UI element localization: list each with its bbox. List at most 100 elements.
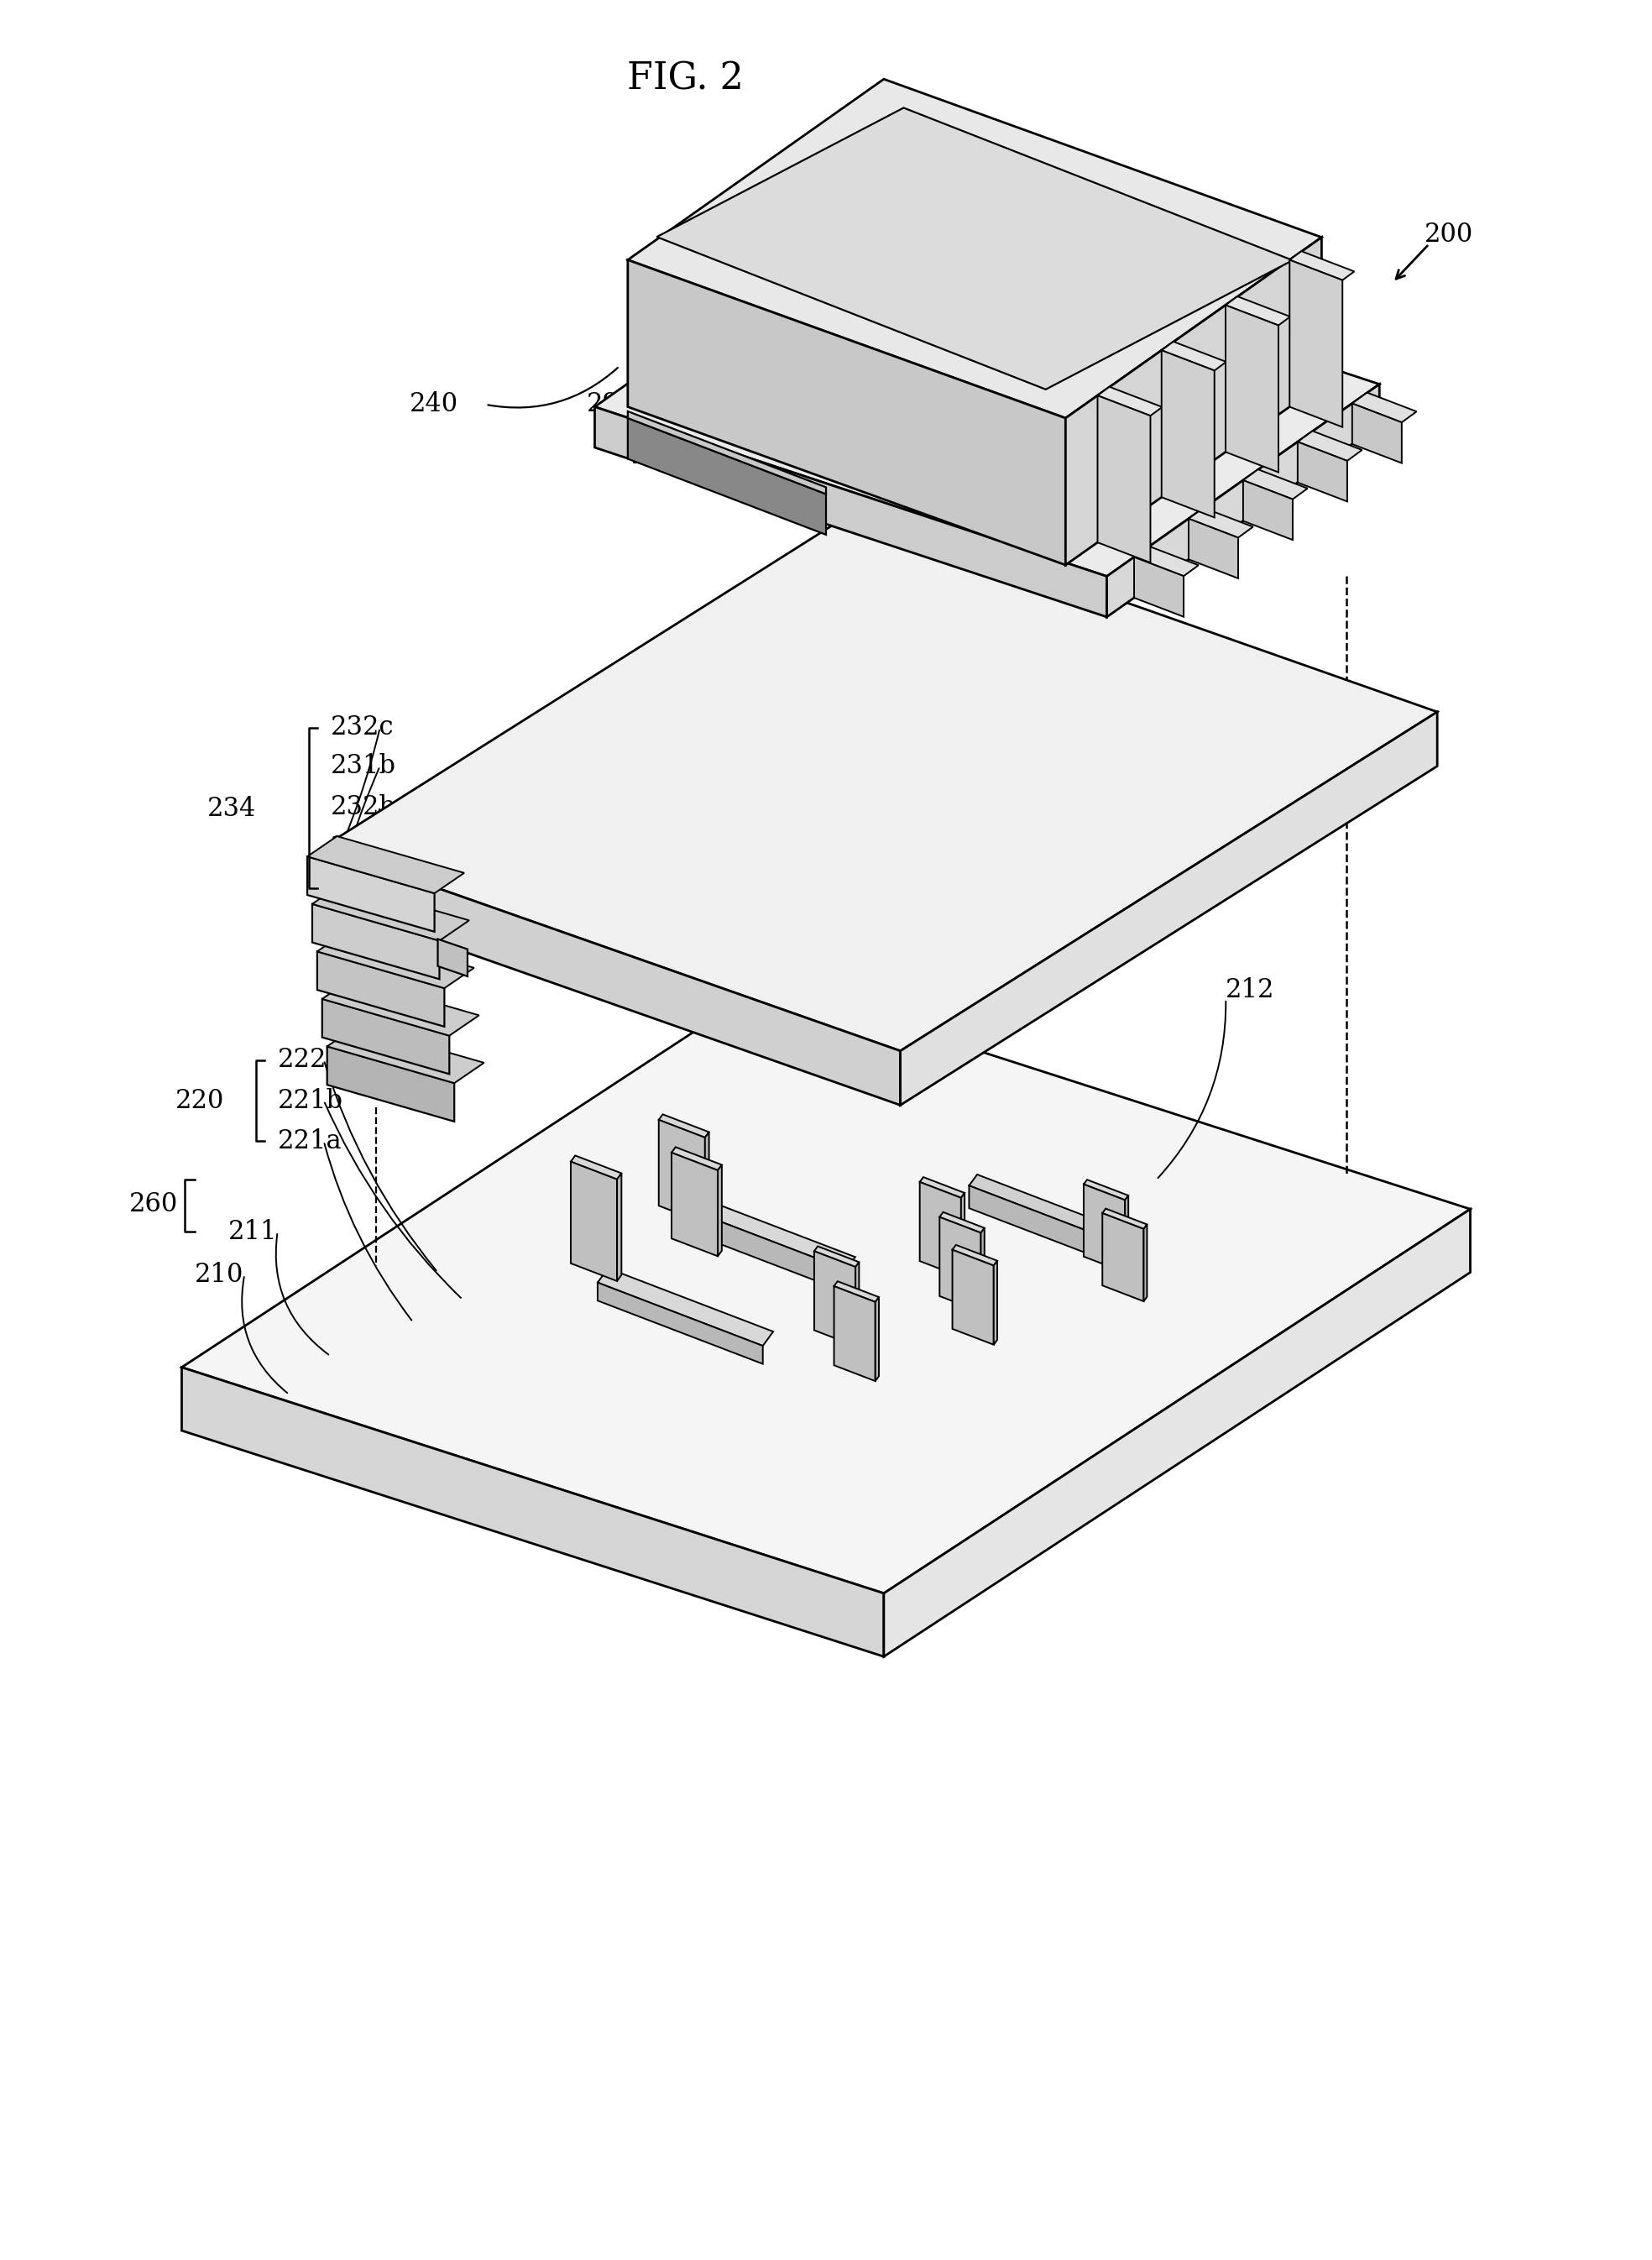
- Polygon shape: [628, 418, 826, 536]
- Polygon shape: [940, 1216, 981, 1311]
- Polygon shape: [322, 999, 449, 1074]
- Polygon shape: [1107, 384, 1379, 617]
- Polygon shape: [1125, 1196, 1128, 1272]
- Polygon shape: [814, 1245, 859, 1268]
- Polygon shape: [327, 1026, 484, 1083]
- Polygon shape: [1351, 393, 1417, 423]
- Text: 221b: 221b: [278, 1087, 344, 1114]
- Polygon shape: [1161, 341, 1226, 371]
- Polygon shape: [572, 1162, 618, 1281]
- Polygon shape: [719, 1164, 722, 1257]
- Text: 270: 270: [686, 355, 735, 382]
- Text: 242: 242: [631, 443, 681, 470]
- Polygon shape: [876, 1297, 879, 1381]
- Polygon shape: [1189, 520, 1239, 579]
- Text: 212: 212: [1226, 976, 1275, 1003]
- Polygon shape: [618, 1173, 621, 1281]
- Polygon shape: [970, 1175, 1100, 1234]
- Polygon shape: [1133, 558, 1183, 617]
- Polygon shape: [598, 1284, 763, 1365]
- Polygon shape: [1290, 251, 1355, 280]
- Polygon shape: [1133, 547, 1199, 576]
- Polygon shape: [1084, 1184, 1125, 1272]
- Polygon shape: [657, 108, 1292, 389]
- Polygon shape: [1066, 237, 1322, 565]
- Polygon shape: [659, 1121, 705, 1223]
- Polygon shape: [697, 1200, 856, 1270]
- Polygon shape: [1226, 305, 1279, 472]
- Polygon shape: [1097, 396, 1150, 563]
- Polygon shape: [628, 411, 826, 495]
- Polygon shape: [1298, 443, 1348, 502]
- Polygon shape: [572, 1155, 621, 1180]
- Text: 220: 220: [175, 1087, 225, 1114]
- Polygon shape: [672, 1148, 722, 1171]
- Polygon shape: [312, 904, 439, 979]
- Polygon shape: [1189, 509, 1252, 538]
- Text: 231a: 231a: [330, 834, 395, 861]
- Text: 221a: 221a: [278, 1128, 342, 1155]
- Polygon shape: [595, 215, 1379, 576]
- Polygon shape: [1143, 1225, 1146, 1302]
- Polygon shape: [1290, 260, 1343, 427]
- Polygon shape: [1242, 481, 1292, 540]
- Text: 291: 291: [748, 396, 798, 423]
- Polygon shape: [595, 407, 1107, 617]
- Text: 231b: 231b: [330, 753, 396, 780]
- Polygon shape: [920, 1182, 961, 1277]
- Polygon shape: [920, 1177, 965, 1198]
- Polygon shape: [628, 79, 1322, 418]
- Polygon shape: [307, 836, 464, 893]
- Text: 232a: 232a: [330, 875, 395, 902]
- Text: 232c: 232c: [330, 714, 393, 741]
- Text: 222: 222: [278, 1046, 327, 1073]
- Polygon shape: [182, 1367, 884, 1657]
- Polygon shape: [1102, 1214, 1143, 1302]
- Polygon shape: [438, 940, 468, 976]
- Polygon shape: [952, 1250, 995, 1345]
- Polygon shape: [981, 1227, 985, 1311]
- Polygon shape: [1242, 470, 1308, 499]
- Text: 210: 210: [195, 1261, 244, 1288]
- Polygon shape: [659, 1114, 709, 1137]
- Polygon shape: [322, 979, 479, 1035]
- Polygon shape: [961, 1193, 965, 1277]
- Polygon shape: [856, 1261, 859, 1347]
- Polygon shape: [317, 951, 444, 1026]
- Polygon shape: [322, 509, 1437, 1051]
- Polygon shape: [884, 1209, 1470, 1657]
- Polygon shape: [970, 1186, 1094, 1257]
- Polygon shape: [1084, 1180, 1128, 1200]
- Polygon shape: [182, 983, 1470, 1593]
- Text: 234: 234: [206, 796, 256, 823]
- Polygon shape: [995, 1261, 998, 1345]
- Text: 240: 240: [410, 391, 459, 418]
- Polygon shape: [327, 1046, 454, 1121]
- Polygon shape: [1351, 402, 1401, 463]
- Text: 211: 211: [228, 1218, 278, 1245]
- Polygon shape: [940, 1211, 985, 1234]
- Polygon shape: [834, 1281, 879, 1302]
- Polygon shape: [834, 1286, 876, 1381]
- Polygon shape: [307, 857, 434, 931]
- Polygon shape: [1097, 386, 1163, 416]
- Polygon shape: [697, 1214, 846, 1293]
- Polygon shape: [312, 884, 469, 940]
- Polygon shape: [598, 1268, 773, 1347]
- Polygon shape: [1102, 1209, 1146, 1229]
- Text: FIG. 2: FIG. 2: [628, 61, 743, 97]
- Polygon shape: [1226, 296, 1290, 325]
- Text: 260: 260: [129, 1191, 178, 1218]
- Text: 200: 200: [1424, 221, 1474, 249]
- Text: 232b: 232b: [330, 793, 396, 820]
- Polygon shape: [317, 931, 474, 988]
- Polygon shape: [814, 1252, 856, 1347]
- Polygon shape: [672, 1153, 719, 1257]
- Polygon shape: [628, 260, 1066, 565]
- Polygon shape: [1161, 350, 1214, 518]
- Polygon shape: [322, 848, 900, 1105]
- Polygon shape: [1298, 432, 1361, 461]
- Polygon shape: [952, 1245, 998, 1266]
- Polygon shape: [705, 1132, 709, 1223]
- Text: 290: 290: [586, 391, 636, 418]
